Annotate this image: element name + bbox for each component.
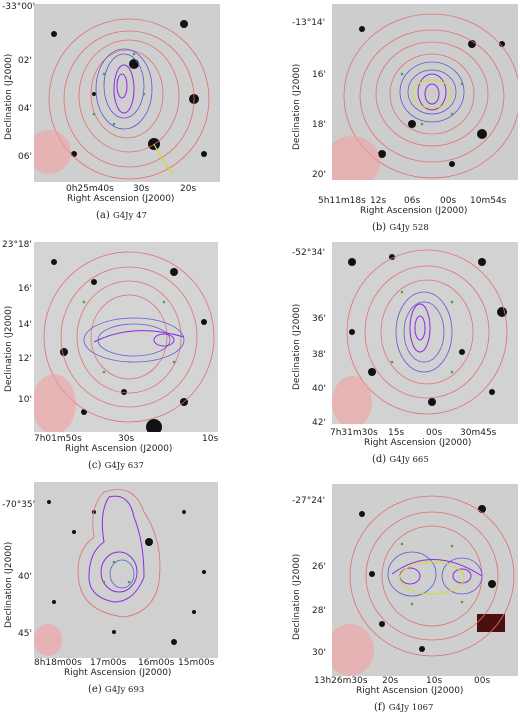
- panel-b-ra-tick: 00s: [440, 196, 457, 206]
- panel-e-ra-tick: 17m00s: [90, 658, 127, 668]
- panel-e-dec-tick: -70°35': [2, 500, 36, 510]
- panel-a-ra-tick: 30s: [133, 184, 150, 194]
- panel-a-overlay: [34, 4, 220, 182]
- panel-f-dec-tick: 28': [312, 606, 326, 616]
- panel-b-dec-tick: 20': [312, 170, 326, 180]
- panel-e-overlay: [34, 482, 218, 658]
- panel-e-ra-tick: 8h18m00s: [34, 658, 82, 668]
- panel-a-ra-tick: 20s: [180, 184, 197, 194]
- panel-b-overlay: [332, 4, 518, 180]
- panel-b-dec-tick: 18': [312, 120, 326, 130]
- panel-b-ra-tick: 06s: [404, 196, 421, 206]
- panel-d-image: [332, 242, 518, 424]
- panel-e-dec-tick: 40': [18, 572, 32, 582]
- panel-f-ylabel: Declination (J2000): [292, 553, 302, 640]
- panel-f-xlabel: Right Ascension (J2000): [356, 686, 464, 696]
- panel-c-ylabel: Declination (J2000): [4, 305, 14, 392]
- panel-f-dec-tick: 30': [312, 648, 326, 658]
- panel-f-ra-tick: 10s: [426, 676, 443, 686]
- panel-c-caption: (c) G4Jy 637: [88, 460, 144, 471]
- panel-d-caption: (d) G4Jy 665: [372, 454, 429, 465]
- panel-a-dec-tick: 02': [18, 56, 32, 66]
- panel-c-overlay: [34, 242, 218, 432]
- panel-a-dec-tick: 06': [18, 152, 32, 162]
- panel-f-dec-tick: -27°24': [292, 496, 326, 506]
- panel-f-ra-tick: 13h26m30s: [314, 676, 368, 686]
- panel-b-caption: (b) G4Jy 528: [372, 222, 429, 233]
- panel-f-image: [332, 484, 518, 676]
- panel-d-ra-tick: 00s: [426, 428, 443, 438]
- panel-d-ra-tick: 15s: [388, 428, 405, 438]
- panel-f-caption: (f) G4Jy 1067: [374, 702, 434, 713]
- panel-e-ra-tick: 16m00s: [138, 658, 175, 668]
- panel-d-dec-tick: 36': [312, 314, 326, 324]
- panel-b-ra-tick: 5h11m18s: [318, 196, 366, 206]
- panel-c-ra-tick: 7h01m50s: [34, 434, 82, 444]
- panel-f-ra-tick: 00s: [474, 676, 491, 686]
- panel-c-dec-tick: 23°18': [2, 240, 32, 250]
- panel-b-dec-tick: -13°14': [292, 18, 326, 28]
- panel-d-ylabel: Declination (J2000): [292, 303, 302, 390]
- panel-a-image: [34, 4, 220, 182]
- panel-e-ra-tick: 15m00s: [178, 658, 215, 668]
- panel-b-ylabel: Declination (J2000): [292, 63, 302, 150]
- panel-e-dec-tick: 45': [18, 629, 32, 639]
- panel-b-ra-tick: 12s: [370, 196, 387, 206]
- panel-d-dec-tick: 38': [312, 350, 326, 360]
- panel-c-dec-tick: 12': [18, 354, 32, 364]
- panel-b-image: [332, 4, 518, 180]
- panel-e-xlabel: Right Ascension (J2000): [64, 668, 172, 678]
- panel-e-image: [34, 482, 218, 658]
- panel-a-ylabel: Declination (J2000): [4, 53, 14, 140]
- panel-e-caption: (e) G4Jy 693: [88, 684, 145, 695]
- panel-c-xlabel: Right Ascension (J2000): [65, 444, 173, 454]
- panel-c-dec-tick: 16': [18, 284, 32, 294]
- panel-d-dec-tick: -52°34': [292, 248, 326, 258]
- panel-a-ra-tick: 0h25m40s: [66, 184, 114, 194]
- panel-a-xlabel: Right Ascension (J2000): [67, 194, 175, 204]
- panel-b-xlabel: Right Ascension (J2000): [360, 206, 468, 216]
- panel-d-xlabel: Right Ascension (J2000): [364, 438, 472, 448]
- panel-d-dec-tick: 42': [312, 418, 326, 428]
- panel-d-ra-tick: 30m45s: [460, 428, 497, 438]
- panel-d-ra-tick: 7h31m30s: [330, 428, 378, 438]
- panel-a-dec-tick: -33°00': [2, 2, 36, 12]
- panel-c-ra-tick: 30s: [118, 434, 135, 444]
- panel-c-ra-tick: 10s: [202, 434, 219, 444]
- panel-c-image: [34, 242, 218, 432]
- panel-b-ra-tick: 10m54s: [470, 196, 507, 206]
- panel-f-overlay: [332, 484, 518, 676]
- panel-a-dec-tick: 04': [18, 104, 32, 114]
- panel-c-dec-tick: 14': [18, 320, 32, 330]
- panel-d-overlay: [332, 242, 518, 424]
- panel-d-dec-tick: 40': [312, 384, 326, 394]
- panel-f-ra-tick: 20s: [382, 676, 399, 686]
- panel-f-dec-tick: 26': [312, 562, 326, 572]
- panel-e-ylabel: Declination (J2000): [4, 541, 14, 628]
- panel-a-caption: (a) G4Jy 47: [96, 210, 147, 221]
- panel-c-dec-tick: 10': [18, 395, 32, 405]
- panel-b-dec-tick: 16': [312, 70, 326, 80]
